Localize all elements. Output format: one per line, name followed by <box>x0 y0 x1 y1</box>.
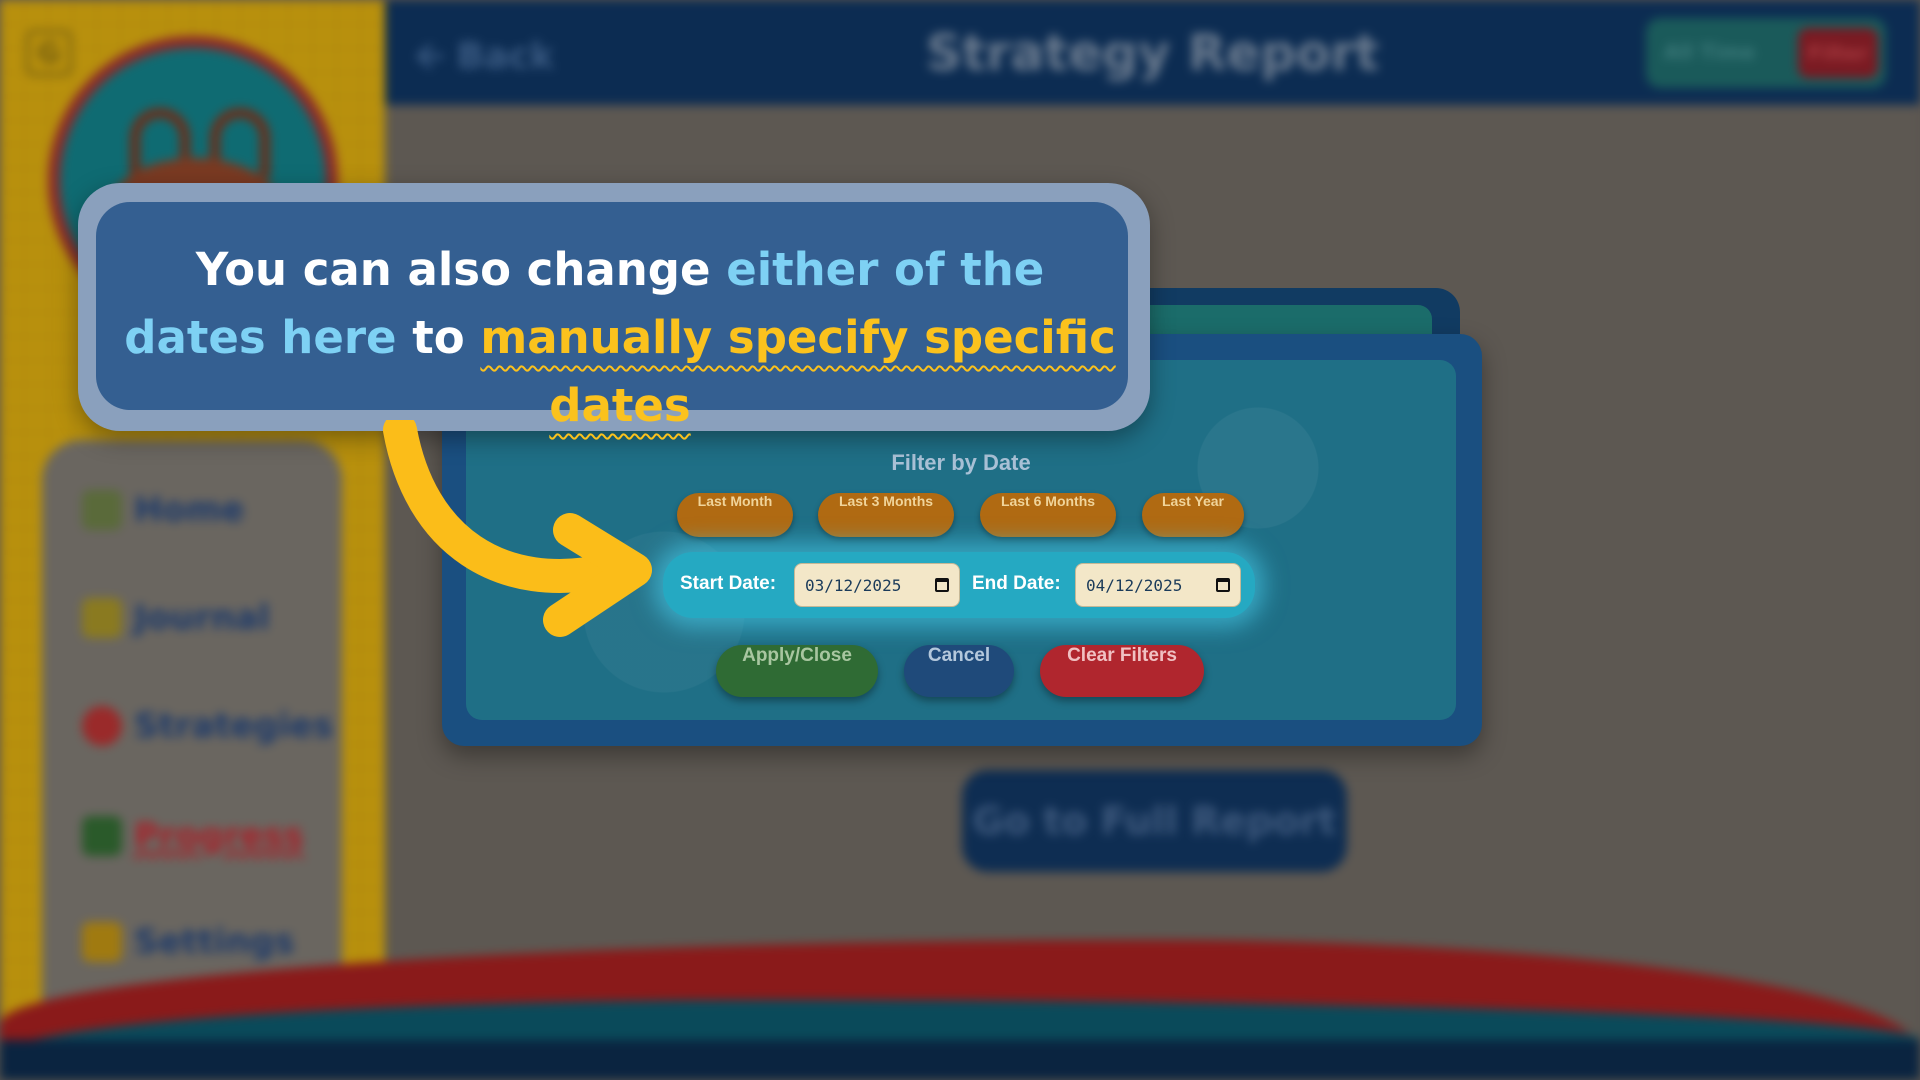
page-title: Strategy Report <box>925 24 1380 82</box>
sidebar-item-journal[interactable]: Journal <box>82 598 270 638</box>
callout-text-part: to <box>396 311 481 364</box>
all-time-option[interactable]: All Time <box>1664 40 1756 64</box>
sidebar-item-settings[interactable]: Settings <box>82 922 295 962</box>
sidebar-item-label: Progress <box>134 816 304 856</box>
app-logo[interactable]: G <box>26 30 72 76</box>
tutorial-callout-inner <box>96 202 1128 410</box>
tutorial-callout-text: You can also change either of the dates … <box>120 236 1120 440</box>
sidebar-item-label: Strategies <box>134 706 334 746</box>
antler-left <box>130 108 190 178</box>
calendar-icon[interactable] <box>1216 578 1230 592</box>
home-icon <box>82 490 122 530</box>
back-button[interactable]: 🡨 Back <box>415 30 554 91</box>
callout-highlight-manual: manually specify specific dates <box>480 311 1116 432</box>
tutorial-arrow-icon <box>383 420 652 637</box>
full-report-button[interactable]: Go to Full Report <box>962 770 1347 872</box>
lightbulb-icon <box>82 706 122 746</box>
decorative-wave-navy <box>0 1040 1920 1080</box>
chart-icon <box>82 816 122 856</box>
preset-last-year-button[interactable]: Last Year <box>1142 493 1244 537</box>
start-date-field[interactable]: 03/12/2025 <box>794 563 960 607</box>
antler-right <box>210 108 270 178</box>
sidebar-item-strategies[interactable]: Strategies <box>82 706 333 746</box>
callout-highlight-dates: either of the dates here <box>124 243 1045 364</box>
clear-filters-button[interactable]: Clear Filters <box>1040 645 1204 697</box>
back-label: Back <box>456 36 554 77</box>
pencil-icon <box>82 598 122 638</box>
time-range-toggle: All Time Filter <box>1646 18 1886 88</box>
sidebar-item-label: Settings <box>134 922 295 962</box>
end-date-value: 04/12/2025 <box>1086 575 1183 595</box>
start-date-value: 03/12/2025 <box>805 575 902 595</box>
sidebar-item-label: Home <box>134 490 245 530</box>
sidebar-item-home[interactable]: Home <box>82 490 244 530</box>
top-bar: 🡨 Back Strategy Report All Time Filter <box>385 0 1920 105</box>
apply-close-button[interactable]: Apply/Close <box>716 645 878 697</box>
sidebar-nav: Home Journal Strategies Progress Setting… <box>42 440 342 1040</box>
calendar-icon[interactable] <box>935 578 949 592</box>
cancel-button[interactable]: Cancel <box>904 645 1014 697</box>
arrow-left-icon: 🡨 <box>415 36 457 77</box>
end-date-label: End Date: <box>972 573 1061 594</box>
sidebar: G Home Journal Strategies Progress <box>0 0 385 1080</box>
end-date-field[interactable]: 04/12/2025 <box>1075 563 1241 607</box>
preset-last-month-button[interactable]: Last Month <box>677 493 793 537</box>
preset-last-6-months-button[interactable]: Last 6 Months <box>980 493 1116 537</box>
sidebar-item-label: Journal <box>134 598 270 638</box>
filter-button[interactable]: Filter <box>1798 28 1878 78</box>
preset-last-3-months-button[interactable]: Last 3 Months <box>818 493 954 537</box>
callout-text-part: You can also change <box>195 243 727 296</box>
start-date-label: Start Date: <box>680 573 777 594</box>
filter-title: Filter by Date <box>891 450 1031 475</box>
gear-icon <box>82 922 122 962</box>
sidebar-item-progress[interactable]: Progress <box>82 816 304 856</box>
